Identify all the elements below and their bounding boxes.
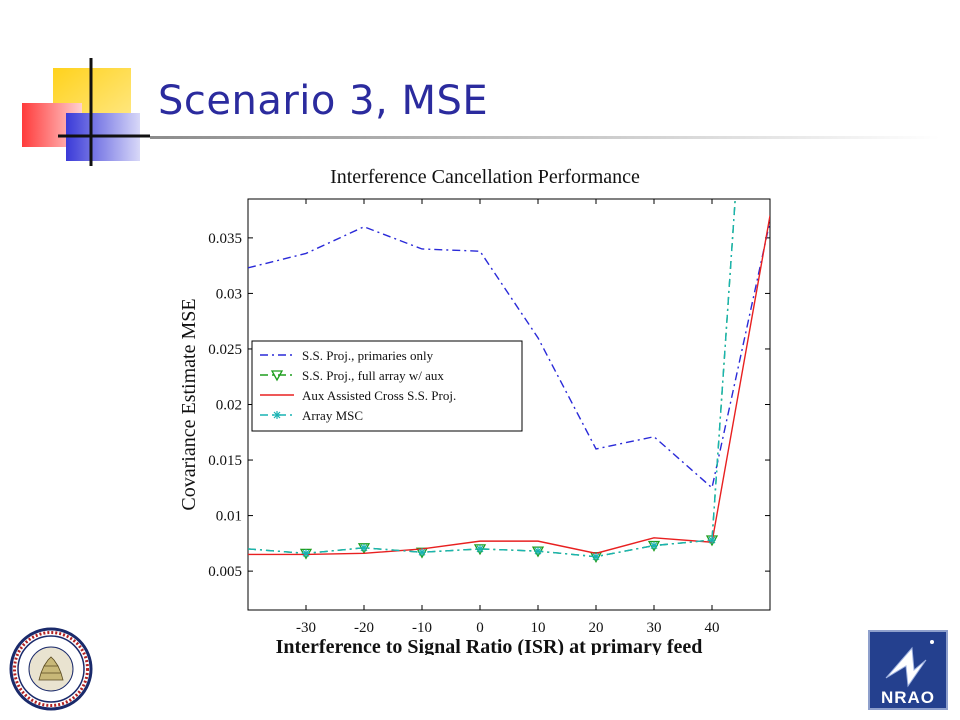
series-line-0 <box>248 221 770 490</box>
x-tick-label: 30 <box>647 620 662 636</box>
marker-star <box>708 536 716 544</box>
mse-chart: Interference Cancellation Performance Int… <box>178 166 771 655</box>
y-tick-label: 0.005 <box>208 564 242 580</box>
marker-star <box>650 542 658 549</box>
x-tick-label: -10 <box>412 620 432 636</box>
x-axis-label: Interference to Signal Ratio (ISR) at pr… <box>276 636 703 655</box>
chart-title: Interference Cancellation Performance <box>330 166 640 188</box>
y-tick-label: 0.02 <box>216 398 242 414</box>
x-tick-label: 10 <box>531 620 546 636</box>
y-axis-label: Covariance Estimate MSE <box>178 298 200 510</box>
svg-text:NRAO: NRAO <box>881 688 935 707</box>
marker-star <box>418 548 426 556</box>
y-tick-label: 0.015 <box>208 453 242 469</box>
nrao-logo: NRAO <box>868 630 948 710</box>
x-tick-label: 20 <box>589 620 604 636</box>
legend-box <box>251 340 523 432</box>
marker-star <box>302 549 310 557</box>
y-tick-label: 0.035 <box>208 231 242 247</box>
y-tick-label: 0.025 <box>208 342 242 358</box>
marker-triangle <box>270 370 284 382</box>
y-tick-label: 0.03 <box>216 286 242 302</box>
marker-star <box>592 553 600 561</box>
plot-series-group <box>248 199 770 564</box>
title-decoration <box>22 58 150 166</box>
x-tick-label: 0 <box>476 620 484 636</box>
legend-label-0: S.S. Proj., primaries only <box>302 348 434 363</box>
x-tick-label: 40 <box>705 620 720 636</box>
y-tick-label: 0.01 <box>216 509 242 525</box>
x-tick-label: -20 <box>354 620 374 636</box>
slide-title: Scenario 3, MSE <box>158 78 489 124</box>
legend-label-2: Aux Assisted Cross S.S. Proj. <box>302 388 456 403</box>
byu-seal-logo <box>9 627 93 711</box>
legend-label-1: S.S. Proj., full array w/ aux <box>302 368 444 383</box>
marker-star <box>273 411 281 419</box>
title-underline <box>150 136 940 139</box>
series-line-2 <box>248 215 770 556</box>
x-tick-label: -30 <box>296 620 316 636</box>
series-line-3 <box>248 199 736 558</box>
legend-label-3: Array MSC <box>302 408 363 423</box>
marker-star <box>360 544 368 552</box>
marker-star <box>476 545 484 553</box>
marker-star <box>534 547 542 555</box>
